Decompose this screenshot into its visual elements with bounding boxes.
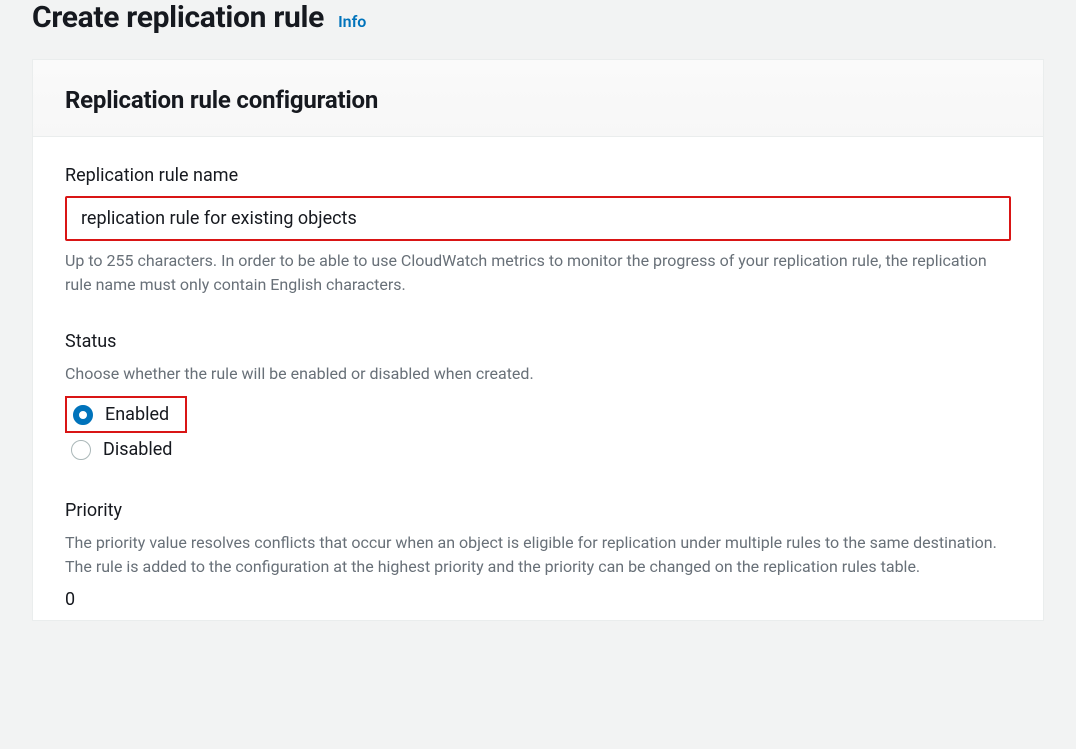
status-disabled-label: Disabled bbox=[103, 439, 172, 460]
priority-value: 0 bbox=[65, 589, 1011, 610]
status-enabled-label: Enabled bbox=[105, 404, 169, 425]
status-radio-group: Enabled Disabled bbox=[65, 396, 1011, 466]
status-field: Status Choose whether the rule will be e… bbox=[65, 331, 1011, 466]
rule-name-description: Up to 255 characters. In order to be abl… bbox=[65, 249, 1011, 297]
priority-label: Priority bbox=[65, 500, 1011, 521]
rule-name-input[interactable] bbox=[67, 198, 1009, 239]
page-title: Create replication rule bbox=[32, 0, 324, 35]
panel-header: Replication rule configuration bbox=[33, 60, 1043, 137]
status-description: Choose whether the rule will be enabled … bbox=[65, 362, 1011, 386]
status-radio-disabled[interactable]: Disabled bbox=[65, 433, 1011, 466]
rule-name-label: Replication rule name bbox=[65, 165, 1011, 186]
radio-unselected-icon bbox=[71, 440, 91, 460]
panel-title: Replication rule configuration bbox=[65, 86, 1011, 114]
priority-description: The priority value resolves conflicts th… bbox=[65, 531, 1011, 579]
status-label: Status bbox=[65, 331, 1011, 352]
status-radio-enabled[interactable]: Enabled bbox=[65, 396, 187, 433]
priority-field: Priority The priority value resolves con… bbox=[65, 500, 1011, 610]
rule-name-input-highlight bbox=[65, 196, 1011, 241]
radio-selected-icon bbox=[73, 405, 93, 425]
config-panel: Replication rule configuration Replicati… bbox=[32, 59, 1044, 621]
info-link[interactable]: Info bbox=[338, 12, 366, 31]
rule-name-field: Replication rule name Up to 255 characte… bbox=[65, 165, 1011, 297]
